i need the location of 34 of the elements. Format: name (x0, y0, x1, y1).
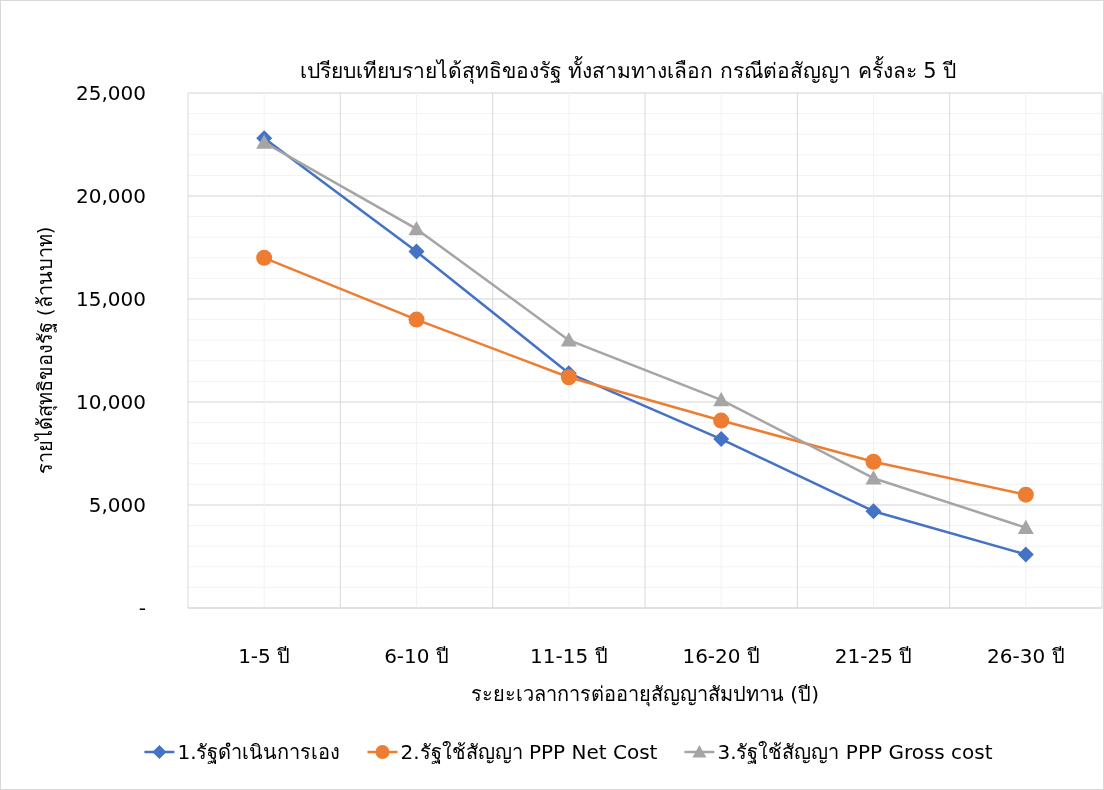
y-tick-label: 10,000 (76, 390, 146, 414)
point (560, 332, 577, 347)
point (408, 311, 425, 328)
y-tick-label: 15,000 (76, 287, 146, 311)
point (865, 503, 882, 520)
point (1017, 519, 1034, 535)
point (865, 453, 882, 470)
point (713, 431, 730, 448)
x-tick-label: 11-15 ปี (530, 644, 608, 668)
point (256, 134, 273, 149)
point (256, 249, 273, 266)
legend-label: 2.รัฐใช้สัญญา PPP Net Cost (400, 740, 658, 764)
y-tick-label: - (138, 596, 146, 620)
x-tick-label: 26-30 ปี (987, 644, 1065, 668)
point (408, 243, 425, 260)
chart-title: เปรียบเทียบรายได้สุทธิของรัฐ ทั้งสามทางเลือก กรณีต่อสัญญา ครั้งละ 5 ปี (299, 56, 957, 84)
point (1017, 486, 1034, 503)
y-tick-label: 5,000 (88, 493, 146, 517)
point (408, 220, 425, 236)
point (560, 369, 577, 386)
y-axis-title: รายได้สุทธิของรัฐ (ล้านบาท) (33, 226, 58, 475)
x-tick-label: 16-20 ปี (682, 644, 760, 668)
point (865, 470, 882, 485)
point (1017, 546, 1034, 563)
y-tick-label: 20,000 (76, 184, 146, 208)
x-tick-label: 6-10 ปี (384, 644, 449, 668)
y-tick-label: 25,000 (76, 81, 146, 105)
legend-label: 1.รัฐดำเนินการเอง (177, 740, 341, 764)
legend-label: 3.รัฐใช้สัญญา PPP Gross cost (717, 740, 993, 764)
x-axis-title: ระยะเวลาการต่ออายุสัญญาสัมปทาน (ปี) (471, 682, 819, 707)
x-tick-label: 1-5 ปี (238, 644, 291, 668)
point (713, 412, 730, 429)
point (713, 391, 730, 407)
x-tick-label: 21-25 ปี (834, 644, 913, 668)
